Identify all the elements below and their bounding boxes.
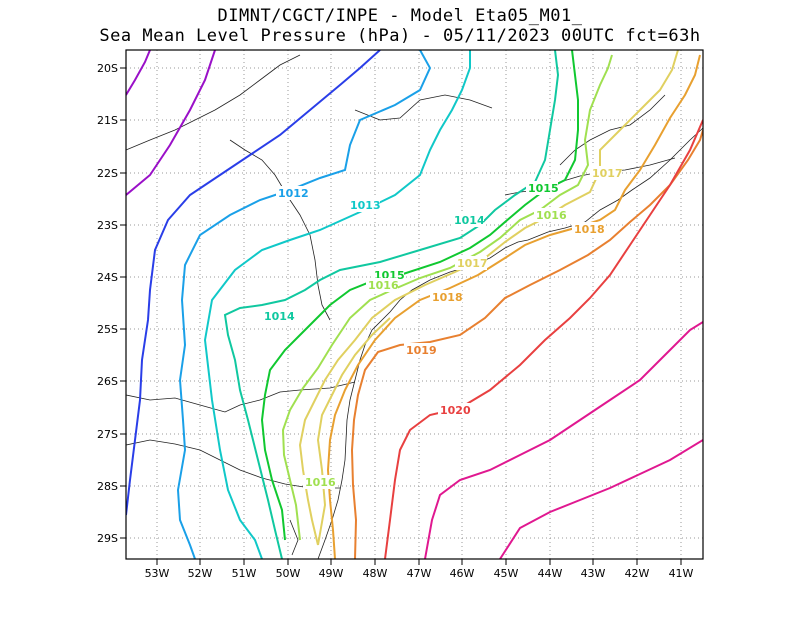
contour-label: 1014 — [454, 214, 485, 227]
contour-label: 1017 — [592, 167, 623, 180]
isobar-1020 — [384, 119, 703, 559]
contour-labels: 1012 1013 1014 1014 1015 1015 1016 1016 … — [262, 166, 623, 489]
lon-labels: 53W 52W 51W 50W 49W 48W 47W 46W 45W 44W … — [145, 567, 694, 580]
lat-labels: 20S 21S 22S 23S 24S 25S 26S 27S 28S 29S — [97, 62, 118, 545]
isobar-1018 — [326, 54, 701, 559]
isobar-1014 — [223, 50, 560, 559]
isobar-1010a — [126, 50, 151, 96]
contour-label: 1016 — [368, 279, 399, 292]
lat-label: 29S — [97, 532, 118, 545]
contour-label: 1019 — [406, 344, 437, 357]
lon-label: 45W — [494, 567, 519, 580]
contour-label: 1020 — [440, 404, 471, 417]
contour-label: 1015 — [528, 182, 559, 195]
contour-label: 1016 — [305, 476, 336, 489]
contour-label: 1018 — [432, 291, 463, 304]
isobar-1021 — [424, 321, 703, 559]
coastline-and-borders — [126, 54, 703, 559]
grid — [126, 50, 703, 559]
lat-label: 27S — [97, 428, 118, 441]
lon-label: 41W — [669, 567, 694, 580]
lon-label: 49W — [319, 567, 344, 580]
lon-label: 52W — [188, 567, 213, 580]
lon-label: 51W — [232, 567, 257, 580]
contour-label: 1012 — [278, 187, 309, 200]
isobar-1015 — [260, 50, 579, 541]
isobar-1017a — [298, 50, 679, 546]
lon-label: 48W — [363, 567, 388, 580]
lon-label: 47W — [407, 567, 432, 580]
lon-label: 50W — [276, 567, 301, 580]
title-line-2: Sea Mean Level Pressure (hPa) - 05/11/20… — [99, 26, 701, 46]
lat-label: 25S — [97, 323, 118, 336]
lon-label: 44W — [538, 567, 563, 580]
lat-label: 22S — [97, 167, 118, 180]
isobar-1016 — [281, 54, 613, 541]
lat-label: 23S — [97, 219, 118, 232]
lat-label: 26S — [97, 375, 118, 388]
isobar-1022 — [499, 439, 703, 559]
lon-label: 46W — [450, 567, 475, 580]
lat-label: 20S — [97, 62, 118, 75]
isobar-1011 — [126, 50, 381, 516]
lat-label: 28S — [97, 480, 118, 493]
lon-label: 42W — [625, 567, 650, 580]
contour-label: 1017 — [457, 257, 488, 270]
isobar-1012 — [176, 50, 432, 559]
lat-label: 24S — [97, 271, 118, 284]
isobar-1019 — [350, 129, 703, 559]
lon-label: 43W — [581, 567, 606, 580]
map-frame — [125, 49, 704, 560]
contour-label: 1016 — [536, 209, 567, 222]
contour-label: 1013 — [350, 199, 381, 212]
contour-label: 1014 — [264, 310, 295, 323]
tick-marks — [120, 67, 682, 565]
title-line-1: DIMNT/CGCT/INPE - Model Eta05_M01_ — [217, 6, 583, 26]
isobars — [126, 50, 703, 559]
lon-label: 53W — [145, 567, 170, 580]
isobar-1010b — [126, 50, 216, 196]
isobar-1013 — [203, 50, 471, 559]
lat-label: 21S — [97, 114, 118, 127]
contour-label: 1018 — [574, 223, 605, 236]
